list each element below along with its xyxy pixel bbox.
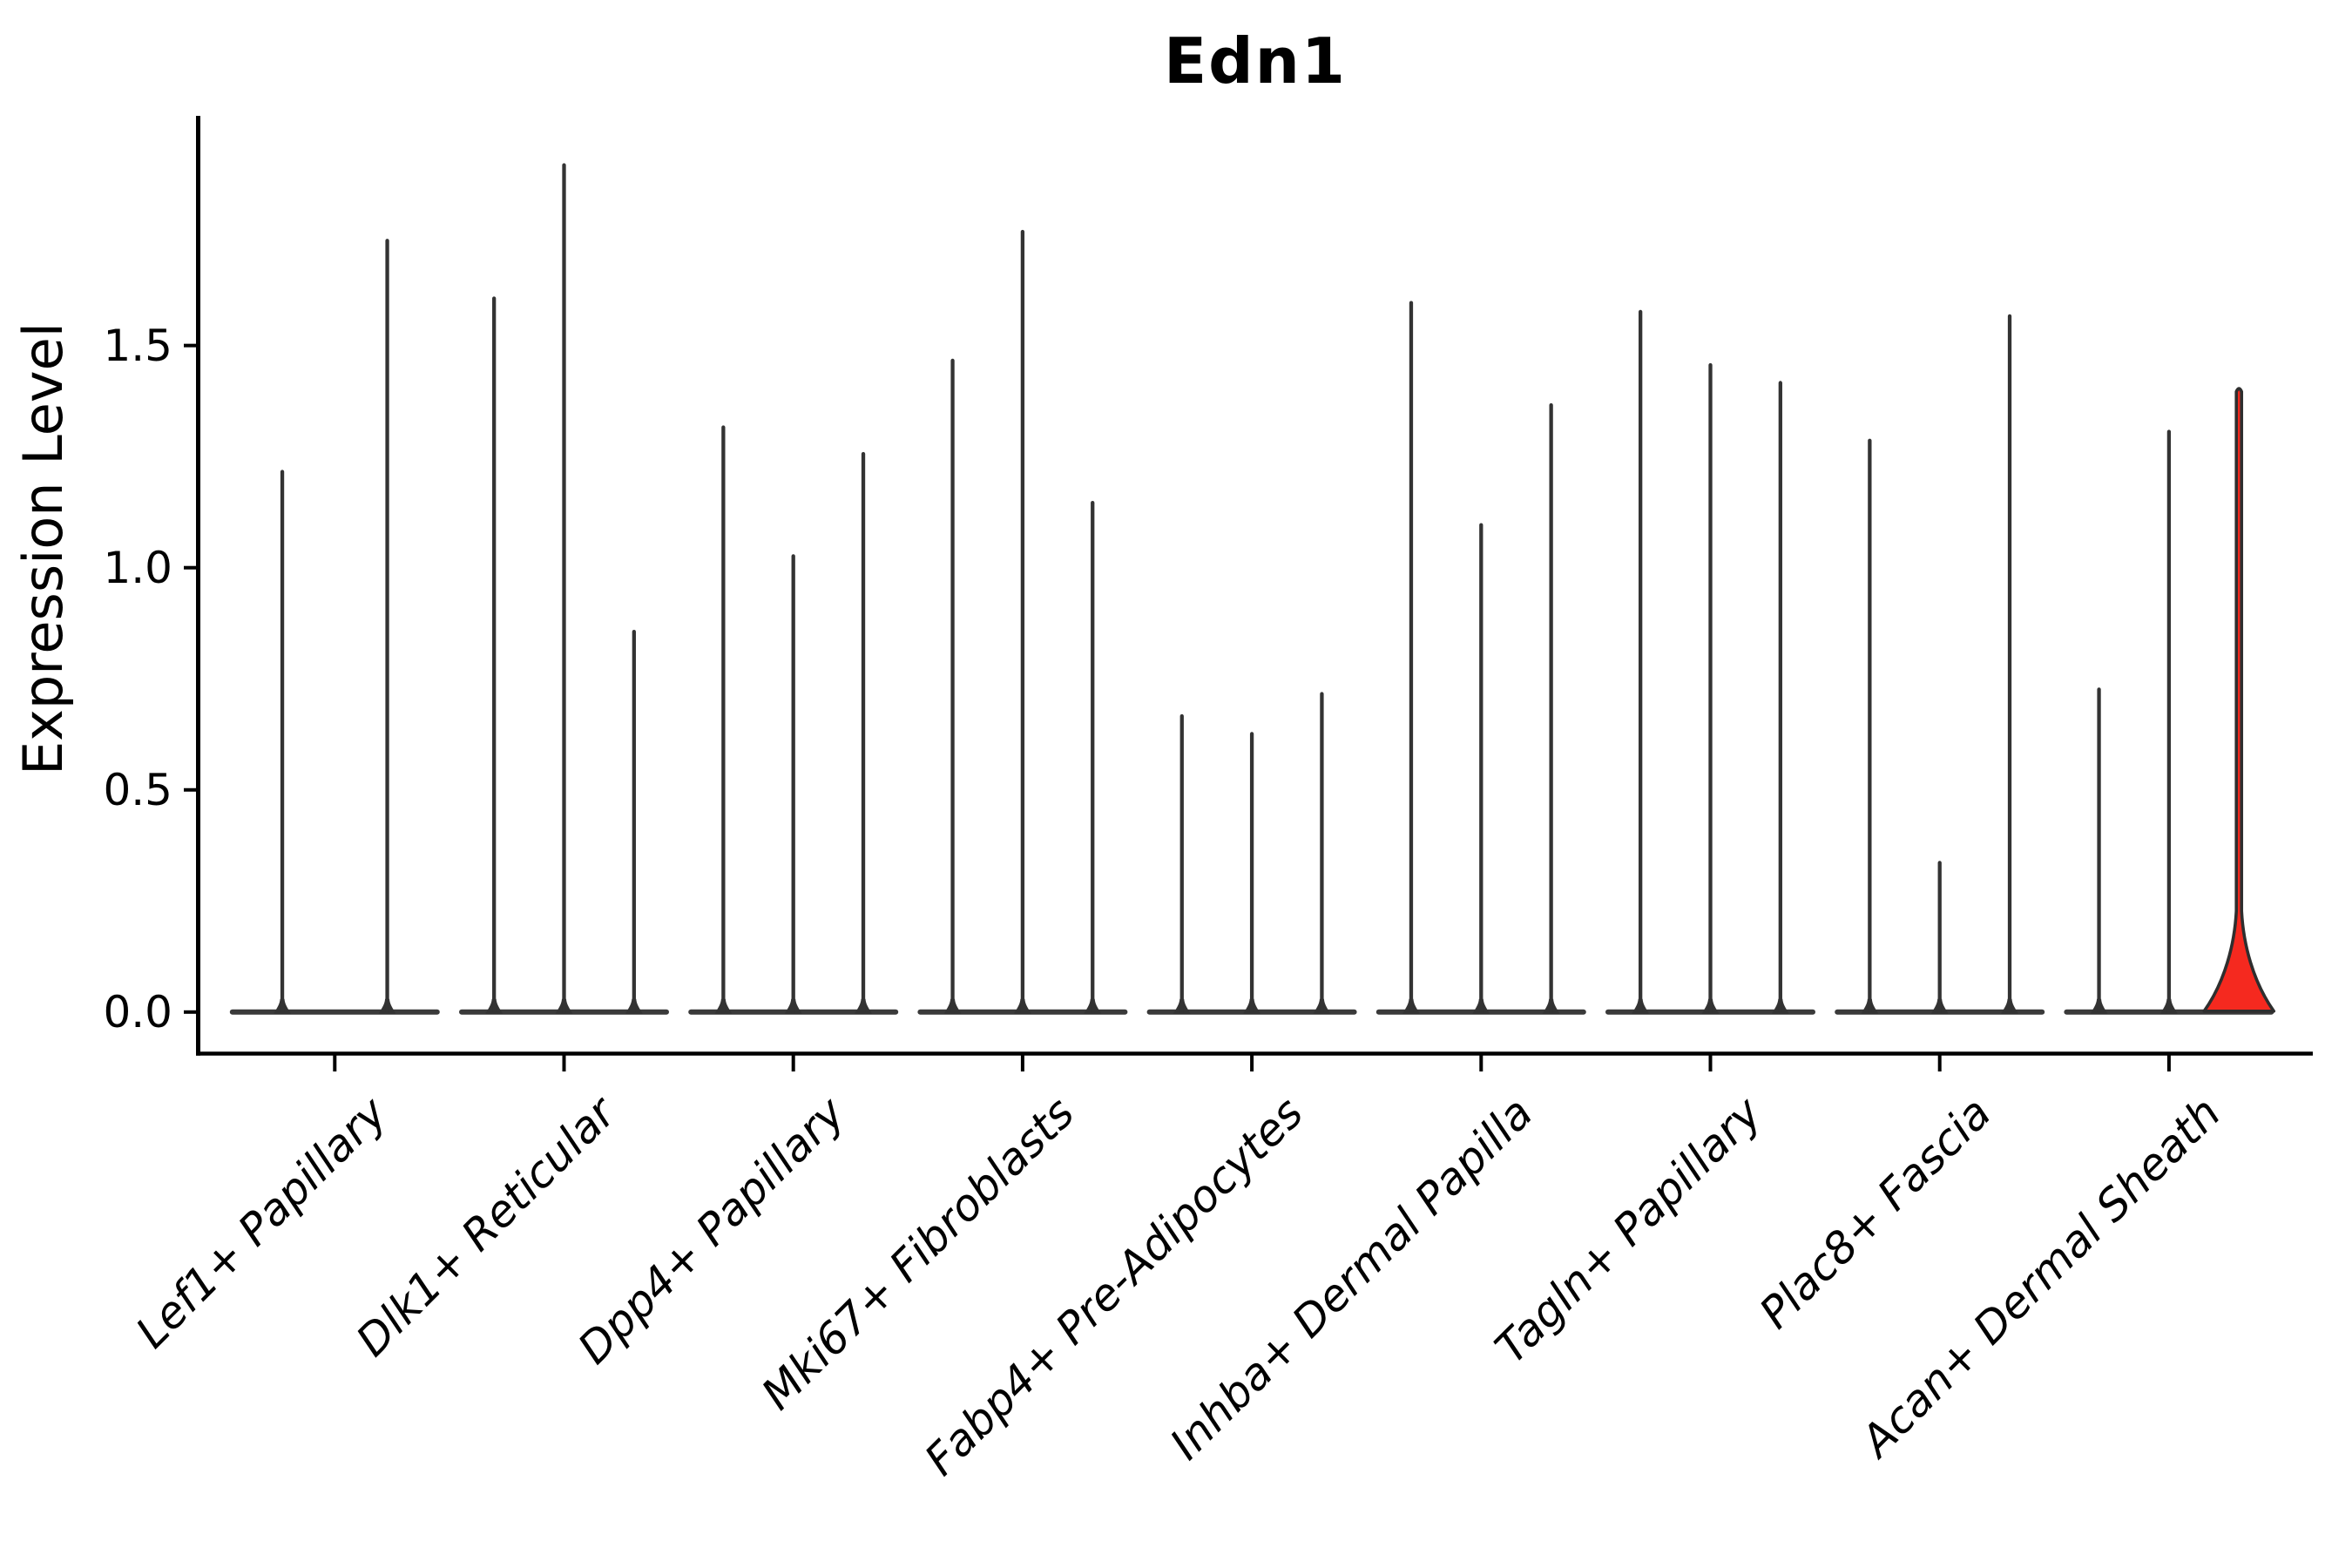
plot-title: Edn1: [1163, 24, 1348, 98]
y-tick-label: 0.0: [103, 986, 172, 1037]
y-tick-label: 1.0: [103, 542, 172, 593]
highlighted-violin: [2202, 387, 2276, 1013]
y-tick-label: 0.5: [103, 764, 172, 815]
y-tick-label: 1.5: [103, 320, 172, 371]
violin-baseline: [229, 1009, 440, 1015]
y-axis-label: Expression Level: [11, 322, 75, 775]
